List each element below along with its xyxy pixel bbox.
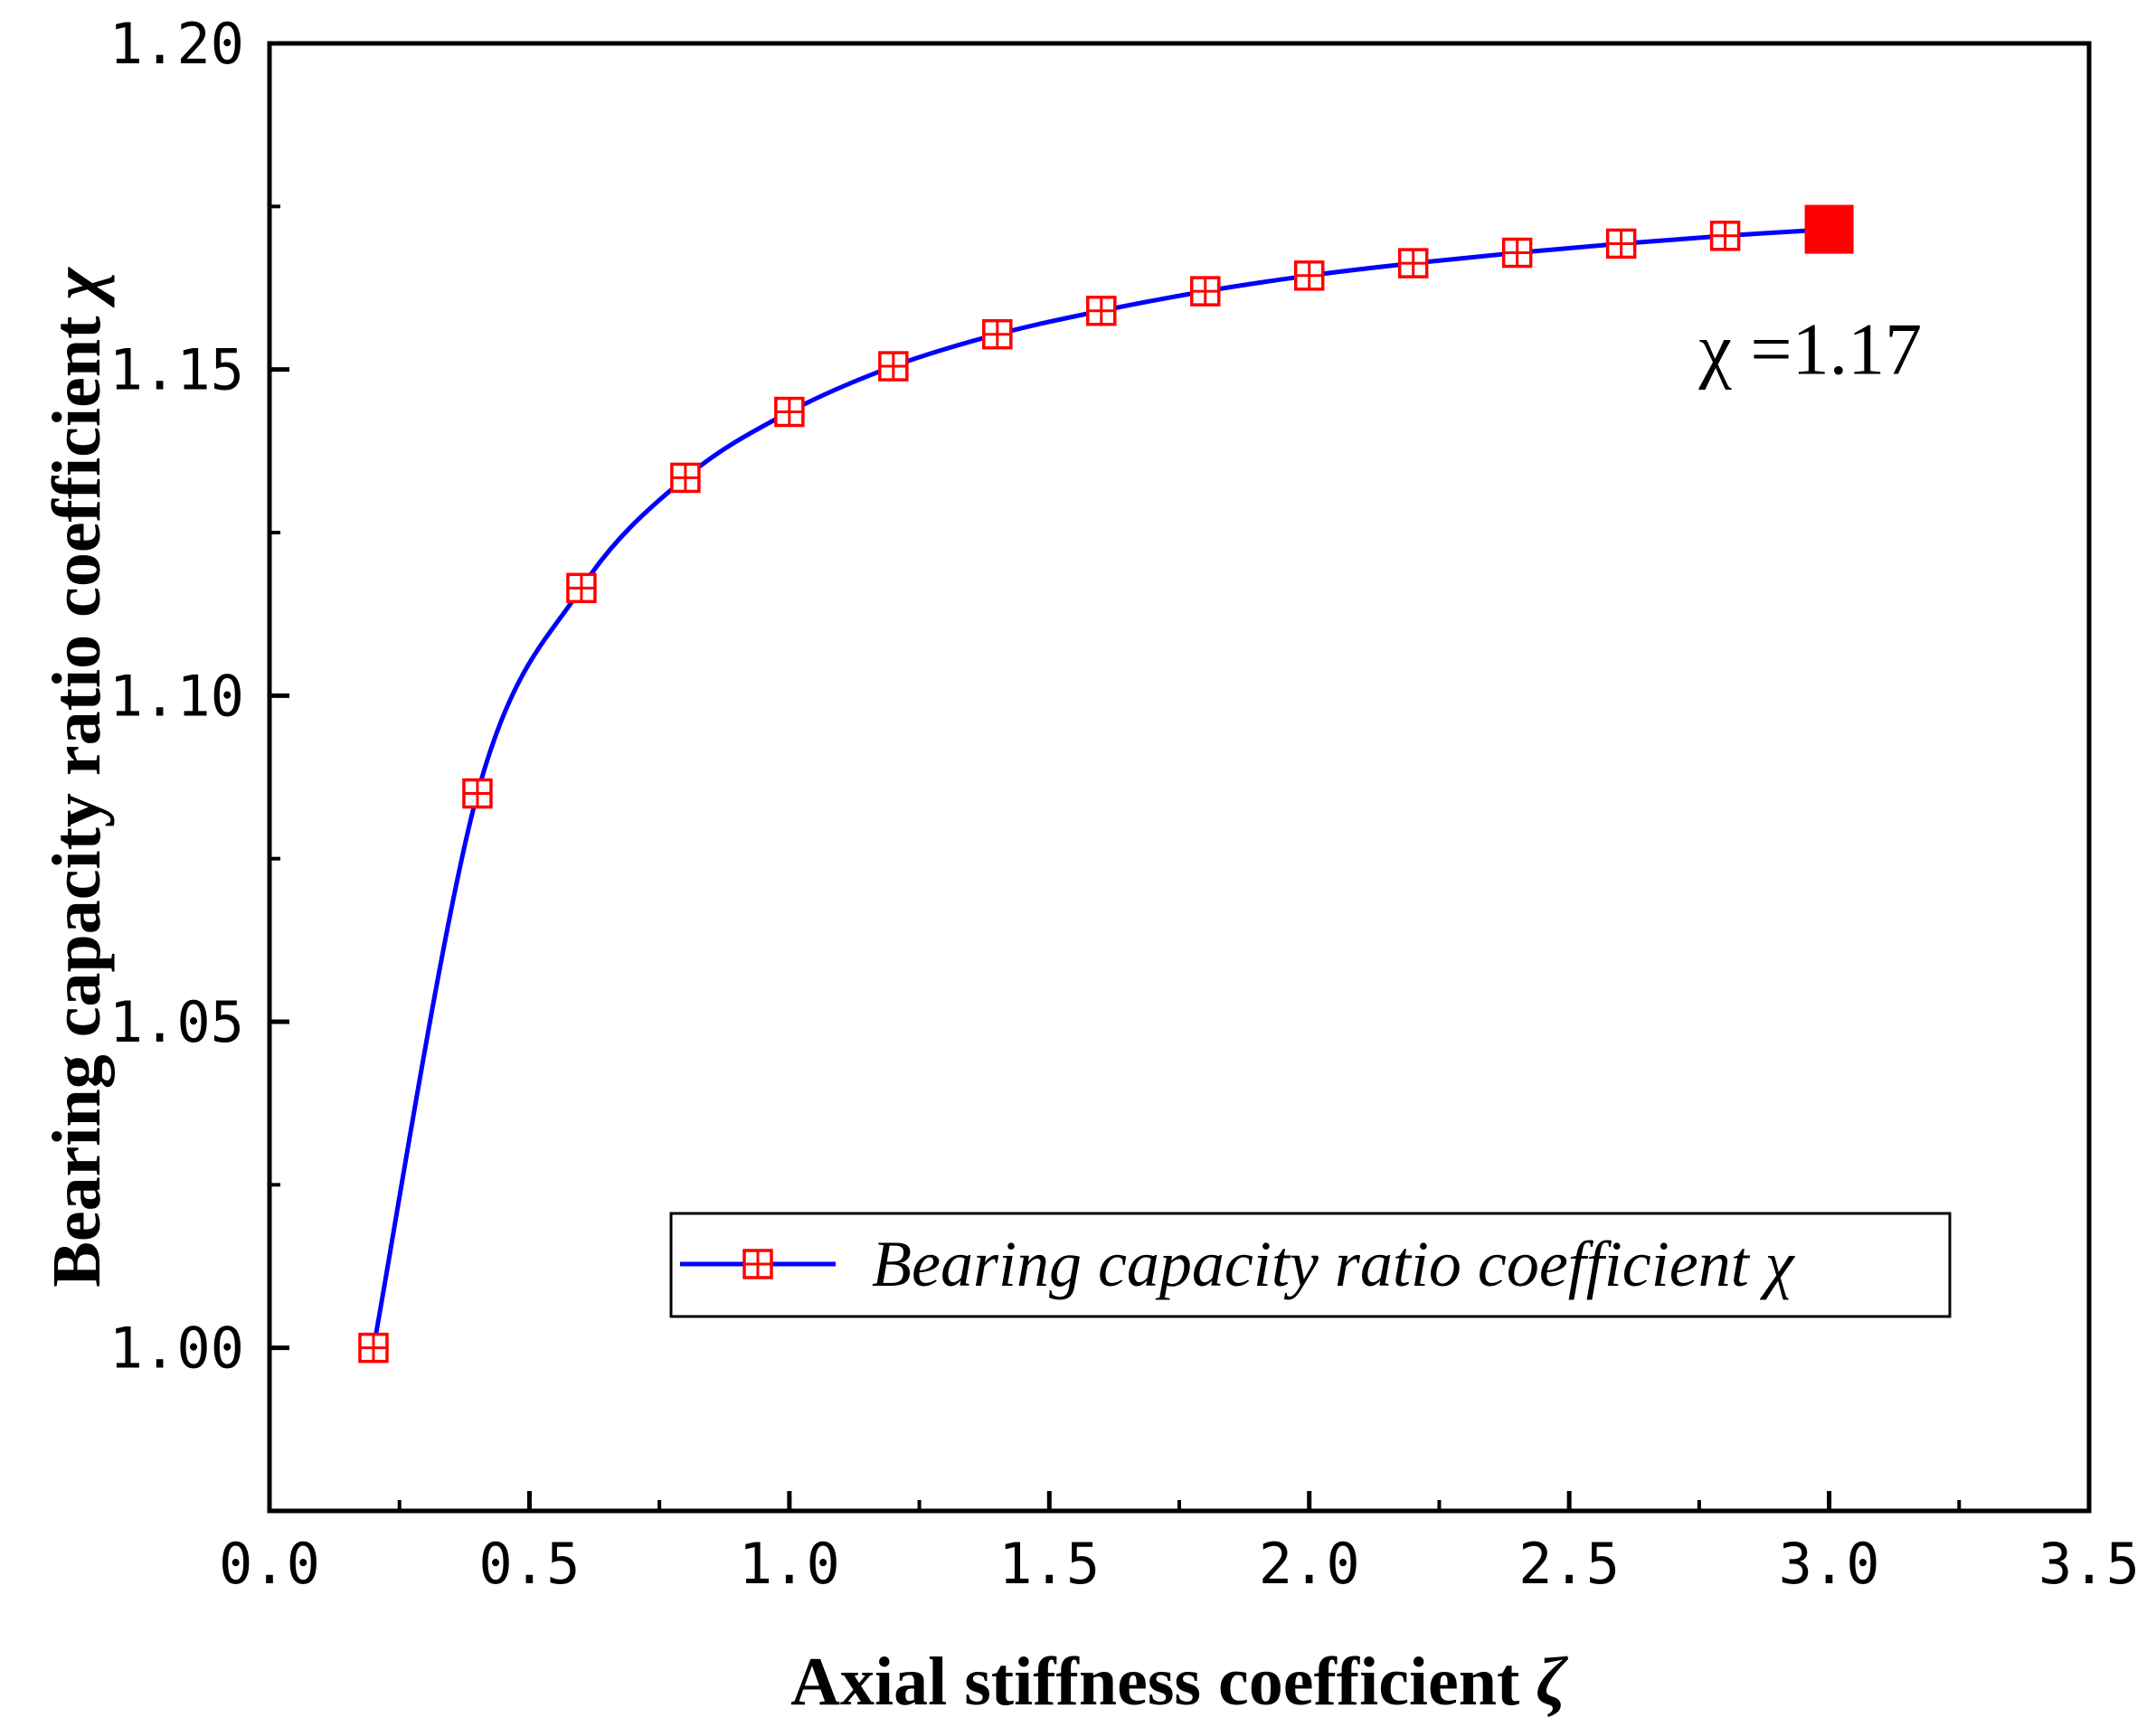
y-tick-label: 1.05 [109, 989, 244, 1055]
x-tick-label: 3.0 [1779, 1531, 1880, 1597]
legend: Bearing capacity ratio coefficient χ [669, 1212, 1952, 1318]
data-point-marker [982, 318, 1013, 350]
data-point-marker [1605, 228, 1637, 260]
data-point-marker [1293, 260, 1325, 291]
highlight-point-marker [1804, 204, 1854, 254]
x-tick-label: 3.5 [2038, 1531, 2140, 1597]
x-tick-label: 2.5 [1518, 1531, 1620, 1597]
data-point-marker [566, 572, 597, 604]
x-tick-label: 0.5 [478, 1531, 580, 1597]
legend-label: Bearing capacity ratio coefficient χ [872, 1228, 1796, 1300]
legend-marker [742, 1249, 773, 1279]
y-axis-label-text: Bearing capacity ratio coefficient [39, 316, 115, 1288]
data-point-marker [462, 778, 493, 809]
data-point-marker [1189, 276, 1221, 307]
data-point-marker [1709, 221, 1741, 251]
y-tick-label: 1.20 [109, 11, 244, 77]
series-line [371, 227, 1830, 1349]
x-axis-label-text: Axial stiffness coefficient [790, 1644, 1519, 1720]
x-axis-label: Axial stiffness coefficient ζ [790, 1644, 1568, 1720]
legend-marker-symbol [742, 1249, 773, 1279]
data-point-marker [670, 462, 701, 494]
y-axis-ticks: 1.00 1.05 1.10 1.15 1.20 [109, 11, 289, 1382]
x-tick-label: 0.0 [219, 1531, 320, 1597]
data-point-marker [358, 1332, 389, 1364]
x-tick-label: 1.0 [739, 1531, 840, 1597]
chi-value-annotation: χ =1.17 [1698, 307, 1923, 390]
data-point-marker [1501, 237, 1533, 269]
data-point-marker [1397, 248, 1429, 278]
x-axis-ticks: 0.0 0.5 1.0 1.5 2.0 2.5 3.0 3.5 [219, 1491, 2140, 1597]
x-axis-label-symbol: ζ [1536, 1644, 1568, 1720]
x-tick-label: 2.0 [1259, 1531, 1360, 1597]
data-point-marker [878, 351, 909, 382]
y-tick-label: 1.15 [109, 337, 244, 403]
y-tick-label: 1.10 [109, 663, 244, 729]
legend-box [669, 1212, 1952, 1318]
x-tick-label: 1.5 [998, 1531, 1100, 1597]
y-axis-label: Bearing capacity ratio coefficient χ [39, 267, 115, 1288]
y-tick-label: 1.00 [109, 1316, 244, 1382]
data-points [358, 221, 1741, 1364]
data-point-marker [1086, 295, 1117, 326]
data-point-marker [774, 396, 805, 428]
y-axis-label-symbol: χ [39, 267, 115, 308]
